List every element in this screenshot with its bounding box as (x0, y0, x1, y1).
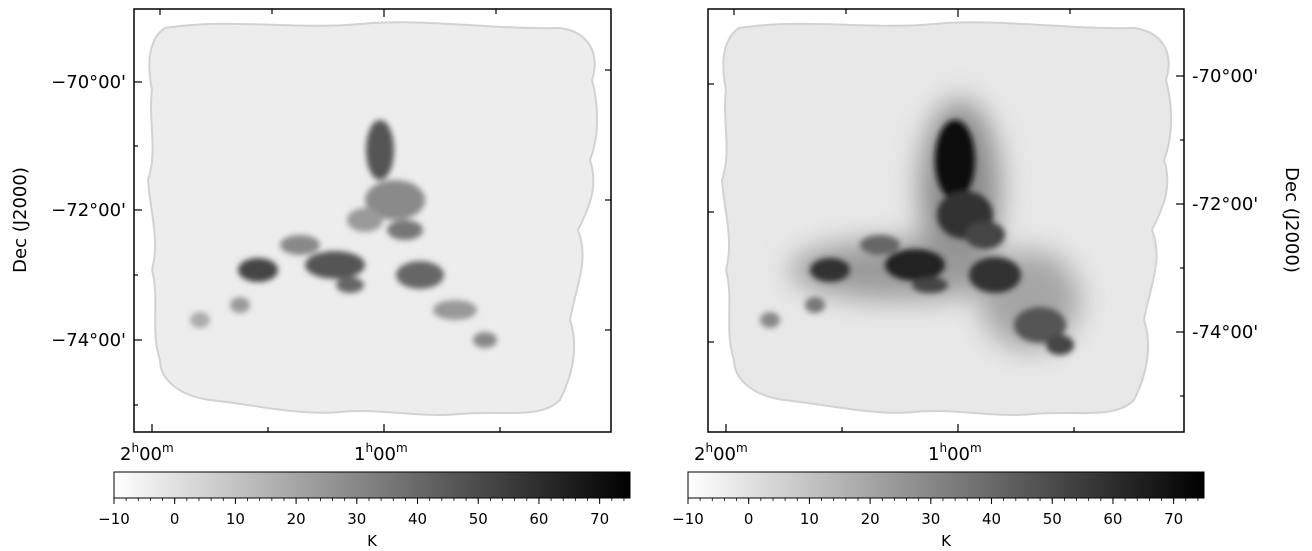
left-colorbar-tick-label: 70 (590, 510, 609, 528)
right-colorbar: −10 0 10 20 30 40 50 60 70 K (672, 471, 1205, 550)
left-ticks (134, 9, 611, 432)
left-colorbar-ticks: −10 0 10 20 30 40 50 60 70 (98, 498, 625, 528)
right-colorbar-tick-label: 50 (1043, 510, 1062, 528)
left-colorbar-tick-label: 60 (529, 510, 548, 528)
left-colorbar-label: K (367, 532, 378, 550)
left-dec-tick-label-3: −74°00' (51, 330, 126, 351)
left-dec-tick-label-1: −70°00' (51, 72, 126, 93)
right-colorbar-tick-label: 40 (982, 510, 1001, 528)
right-colorbar-tick-label: 60 (1103, 510, 1122, 528)
left-colorbar: −10 0 10 20 30 40 50 60 70 K (98, 471, 631, 550)
right-colorbar-tick-label: 0 (744, 510, 754, 528)
right-panel: -70°00' -72°00' -74°00' Dec (J2000) 2h00… (672, 8, 1302, 550)
right-emission (760, 120, 1074, 355)
right-dec-tick-label-3: -74°00' (1192, 322, 1258, 343)
left-colorbar-tick-label: 20 (287, 510, 306, 528)
right-dec-tick-label-2: -72°00' (1192, 194, 1258, 215)
right-ra-tick-label-1: 2h00m (694, 441, 748, 465)
left-panel: −70°00' −72°00' −74°00' Dec (J2000) 2h00… (10, 8, 631, 550)
left-emission (190, 120, 497, 348)
left-colorbar-tick-label: 30 (347, 510, 366, 528)
left-colorbar-tick-label: 10 (226, 510, 245, 528)
left-colorbar-tick-label: 40 (408, 510, 427, 528)
right-colorbar-label: K (941, 532, 952, 550)
left-map-image (133, 8, 612, 433)
right-ticks (708, 9, 1184, 432)
right-colorbar-tick-label: 20 (861, 510, 880, 528)
left-ra-tick-label-2: 1h00m (354, 441, 408, 465)
left-colorbar-gradient (113, 471, 631, 499)
right-colorbar-tick-label: 30 (921, 510, 940, 528)
right-colorbar-gradient (687, 471, 1205, 499)
right-colorbar-tick-label: −10 (672, 510, 704, 528)
left-colorbar-tick-label: 0 (170, 510, 180, 528)
right-dec-axis-title: Dec (J2000) (1281, 167, 1302, 273)
right-map-image (707, 8, 1185, 433)
right-colorbar-tick-label: 10 (800, 510, 819, 528)
right-axes-frame (707, 8, 1185, 433)
right-ra-tick-label-2: 1h00m (928, 441, 982, 465)
left-colorbar-tick-label: 50 (469, 510, 488, 528)
left-dec-axis-title: Dec (J2000) (10, 167, 31, 273)
left-dec-tick-label-2: −72°00' (51, 200, 126, 221)
right-colorbar-ticks: −10 0 10 20 30 40 50 60 70 (672, 498, 1199, 528)
left-ra-tick-label-1: 2h00m (120, 441, 174, 465)
left-colorbar-tick-label: −10 (98, 510, 130, 528)
right-dec-tick-label-1: -70°00' (1192, 66, 1258, 87)
left-axes-frame (133, 8, 612, 433)
right-colorbar-tick-label: 70 (1164, 510, 1183, 528)
